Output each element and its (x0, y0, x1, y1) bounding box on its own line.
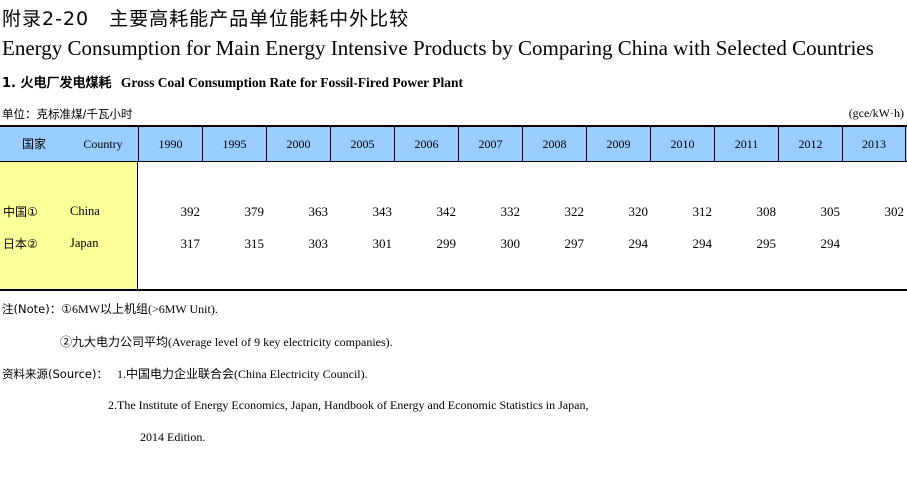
country-name-cn: 日本② (3, 237, 38, 251)
header-divider (138, 127, 139, 162)
table-cell: 312 (692, 204, 713, 219)
subtitle-english: Gross Coal Consumption Rate for Fossil-F… (120, 75, 464, 90)
header-divider (266, 127, 267, 162)
header-country-cn: 国家 (21, 137, 46, 151)
table-cell: 379 (244, 204, 265, 219)
table-cell: 302 (884, 204, 905, 219)
unit-label-english: (gce/kW·h) (848, 106, 904, 120)
table-cell: 308 (756, 204, 777, 219)
note-text: ①6MW以上机组(>6MW Unit). (61, 302, 218, 316)
table-cell: 294 (628, 236, 649, 251)
table-cell: 320 (628, 204, 649, 219)
header-divider (330, 127, 331, 162)
page-title-chinese: 附录2-20 主要高耗能产品单位能耗中外比较 (2, 8, 410, 30)
country-name-en: Japan (70, 236, 99, 250)
header-year: 2013 (862, 137, 886, 151)
header-year: 2000 (286, 137, 311, 151)
source-label: 资料来源(Source)： (2, 367, 108, 381)
source-line-2: 2.The Institute of Energy Economics, Jap… (108, 398, 589, 412)
table-subtitle: 1. 火电厂发电煤耗 Gross Coal Consumption Rate f… (2, 72, 463, 91)
note-line-1: 注(Note)：①6MW以上机组(>6MW Unit). (2, 300, 218, 317)
header-divider (842, 127, 843, 162)
note-label: 注(Note)： (2, 302, 62, 316)
header-divider (714, 127, 715, 162)
note-line-2: ②九大电力公司平均(Average level of 9 key electri… (60, 335, 393, 349)
table-cell: 363 (308, 204, 329, 219)
table-cell: 322 (564, 204, 585, 219)
table-body: 中国① China 392 379 363 343 342 332 322 32… (0, 162, 907, 291)
header-year: 2005 (350, 137, 375, 151)
table-cell: 342 (436, 204, 457, 219)
table-cell: 332 (500, 204, 521, 219)
table-header-row: 国家 Country 1990 1995 2000 2005 2006 2007… (0, 125, 907, 162)
header-divider (650, 127, 651, 162)
header-year: 2006 (414, 137, 439, 151)
table-cell: 294 (692, 236, 713, 251)
table-cell: 315 (244, 236, 265, 251)
header-year: 2011 (734, 137, 759, 151)
header-divider (202, 127, 203, 162)
header-year: 1995 (222, 137, 247, 151)
header-divider (522, 127, 523, 162)
source-text: 1.中国电力企业联合会(China Electricity Council). (116, 367, 368, 381)
header-year: 2010 (670, 137, 695, 151)
header-divider (905, 127, 906, 162)
table-cell: 303 (308, 236, 329, 251)
subtitle-chinese: 1. 火电厂发电煤耗 (2, 76, 112, 91)
unit-label-chinese: 单位：克标准煤/千瓦小时 (2, 107, 133, 121)
header-year: 1990 (158, 137, 183, 151)
country-name-en: China (70, 204, 100, 218)
table-cell: 343 (372, 204, 393, 219)
table-cell: 301 (372, 236, 393, 251)
header-year: 2008 (542, 137, 567, 151)
header-country-en: Country (83, 137, 123, 151)
table-cell: 317 (180, 236, 201, 251)
table-row: 中国① China 392 379 363 343 342 332 322 32… (0, 203, 907, 221)
header-divider (778, 127, 779, 162)
header-divider (586, 127, 587, 162)
source-line-1: 资料来源(Source)： 1.中国电力企业联合会(China Electric… (2, 365, 368, 382)
table-row: 日本② Japan 317 315 303 301 299 300 297 29… (0, 235, 907, 253)
source-line-3: 2014 Edition. (140, 430, 206, 444)
table-cell: 392 (180, 204, 201, 219)
table-cell: 295 (756, 236, 777, 251)
table-cell: 294 (820, 236, 841, 251)
header-year: 2012 (798, 137, 823, 151)
country-name-cn: 中国① (3, 205, 38, 219)
header-year: 2009 (606, 137, 631, 151)
table-cell: 305 (820, 204, 841, 219)
table-cell: 300 (500, 236, 521, 251)
header-year: 2007 (478, 137, 503, 151)
table-cell: 297 (564, 236, 585, 251)
table-cell: 299 (436, 236, 457, 251)
header-divider (394, 127, 395, 162)
country-column (0, 162, 138, 289)
header-divider (458, 127, 459, 162)
page-title-english: Energy Consumption for Main Energy Inten… (2, 36, 874, 60)
